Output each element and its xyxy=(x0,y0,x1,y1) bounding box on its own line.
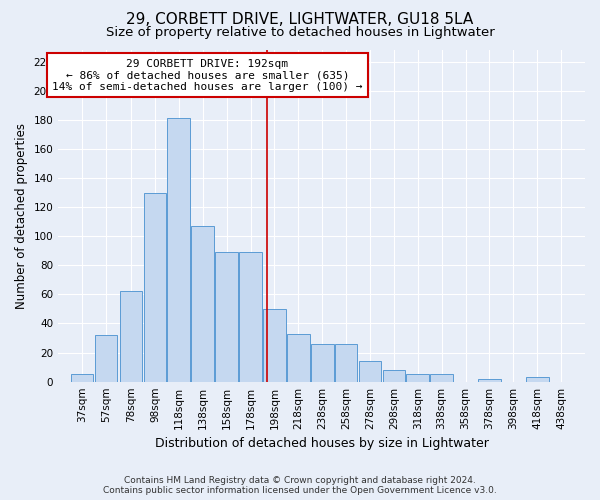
Bar xyxy=(478,379,501,382)
Bar xyxy=(359,362,382,382)
Bar xyxy=(167,118,190,382)
Bar xyxy=(311,344,334,382)
Bar xyxy=(383,370,405,382)
Bar xyxy=(430,374,453,382)
Text: Size of property relative to detached houses in Lightwater: Size of property relative to detached ho… xyxy=(106,26,494,39)
Bar xyxy=(71,374,94,382)
Bar xyxy=(239,252,262,382)
Bar xyxy=(119,292,142,382)
Bar xyxy=(335,344,358,382)
Text: Contains HM Land Registry data © Crown copyright and database right 2024.
Contai: Contains HM Land Registry data © Crown c… xyxy=(103,476,497,495)
Bar xyxy=(215,252,238,382)
Bar xyxy=(191,226,214,382)
Bar xyxy=(143,192,166,382)
Bar xyxy=(263,309,286,382)
Bar xyxy=(95,335,118,382)
Y-axis label: Number of detached properties: Number of detached properties xyxy=(15,123,28,309)
Text: 29, CORBETT DRIVE, LIGHTWATER, GU18 5LA: 29, CORBETT DRIVE, LIGHTWATER, GU18 5LA xyxy=(127,12,473,28)
X-axis label: Distribution of detached houses by size in Lightwater: Distribution of detached houses by size … xyxy=(155,437,488,450)
Bar xyxy=(287,334,310,382)
Bar xyxy=(406,374,429,382)
Text: 29 CORBETT DRIVE: 192sqm
← 86% of detached houses are smaller (635)
14% of semi-: 29 CORBETT DRIVE: 192sqm ← 86% of detach… xyxy=(52,58,363,92)
Bar xyxy=(526,378,548,382)
